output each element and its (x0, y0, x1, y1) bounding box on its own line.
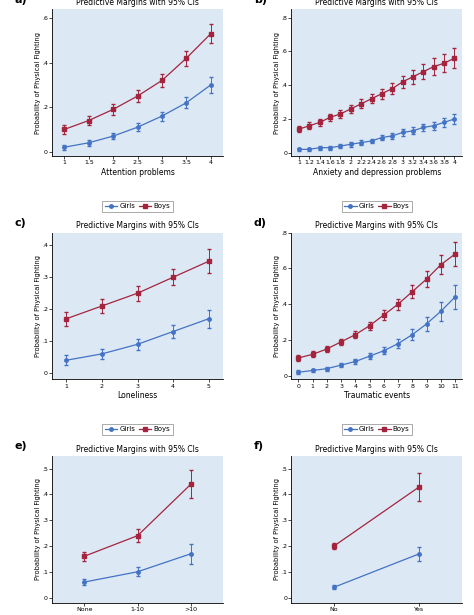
Y-axis label: Probability of Physical Fighting: Probability of Physical Fighting (274, 32, 280, 133)
Title: Predictive Margins with 95% CIs: Predictive Margins with 95% CIs (76, 445, 199, 454)
Y-axis label: Probability of Physical Fighting: Probability of Physical Fighting (274, 478, 280, 580)
Title: Predictive Margins with 95% CIs: Predictive Margins with 95% CIs (315, 221, 438, 231)
Title: Predictive Margins with 95% CIs: Predictive Margins with 95% CIs (315, 445, 438, 454)
Y-axis label: Probability of Physical Fighting: Probability of Physical Fighting (35, 478, 41, 580)
Text: d): d) (254, 218, 267, 228)
Text: a): a) (15, 0, 27, 4)
Title: Predictive Margins with 95% CIs: Predictive Margins with 95% CIs (76, 221, 199, 231)
Legend: Girls, Boys: Girls, Boys (102, 200, 173, 212)
Text: c): c) (15, 218, 26, 228)
Legend: Girls, Boys: Girls, Boys (342, 200, 412, 212)
Legend: Girls, Boys: Girls, Boys (102, 424, 173, 435)
X-axis label: Attention problems: Attention problems (100, 168, 174, 177)
Title: Predictive Margins with 95% CIs: Predictive Margins with 95% CIs (315, 0, 438, 7)
X-axis label: Traumatic events: Traumatic events (344, 391, 410, 400)
Text: f): f) (254, 441, 264, 451)
Title: Predictive Margins with 95% CIs: Predictive Margins with 95% CIs (76, 0, 199, 7)
Y-axis label: Probability of Physical Fighting: Probability of Physical Fighting (274, 255, 280, 357)
Legend: Girls, Boys: Girls, Boys (342, 424, 412, 435)
X-axis label: Anxiety and depression problems: Anxiety and depression problems (312, 168, 441, 177)
Text: e): e) (15, 441, 27, 451)
Y-axis label: Probability of Physical Fighting: Probability of Physical Fighting (35, 255, 41, 357)
X-axis label: Loneliness: Loneliness (118, 391, 158, 400)
Text: b): b) (254, 0, 267, 4)
Y-axis label: Probability of Physical Fighting: Probability of Physical Fighting (35, 32, 41, 133)
